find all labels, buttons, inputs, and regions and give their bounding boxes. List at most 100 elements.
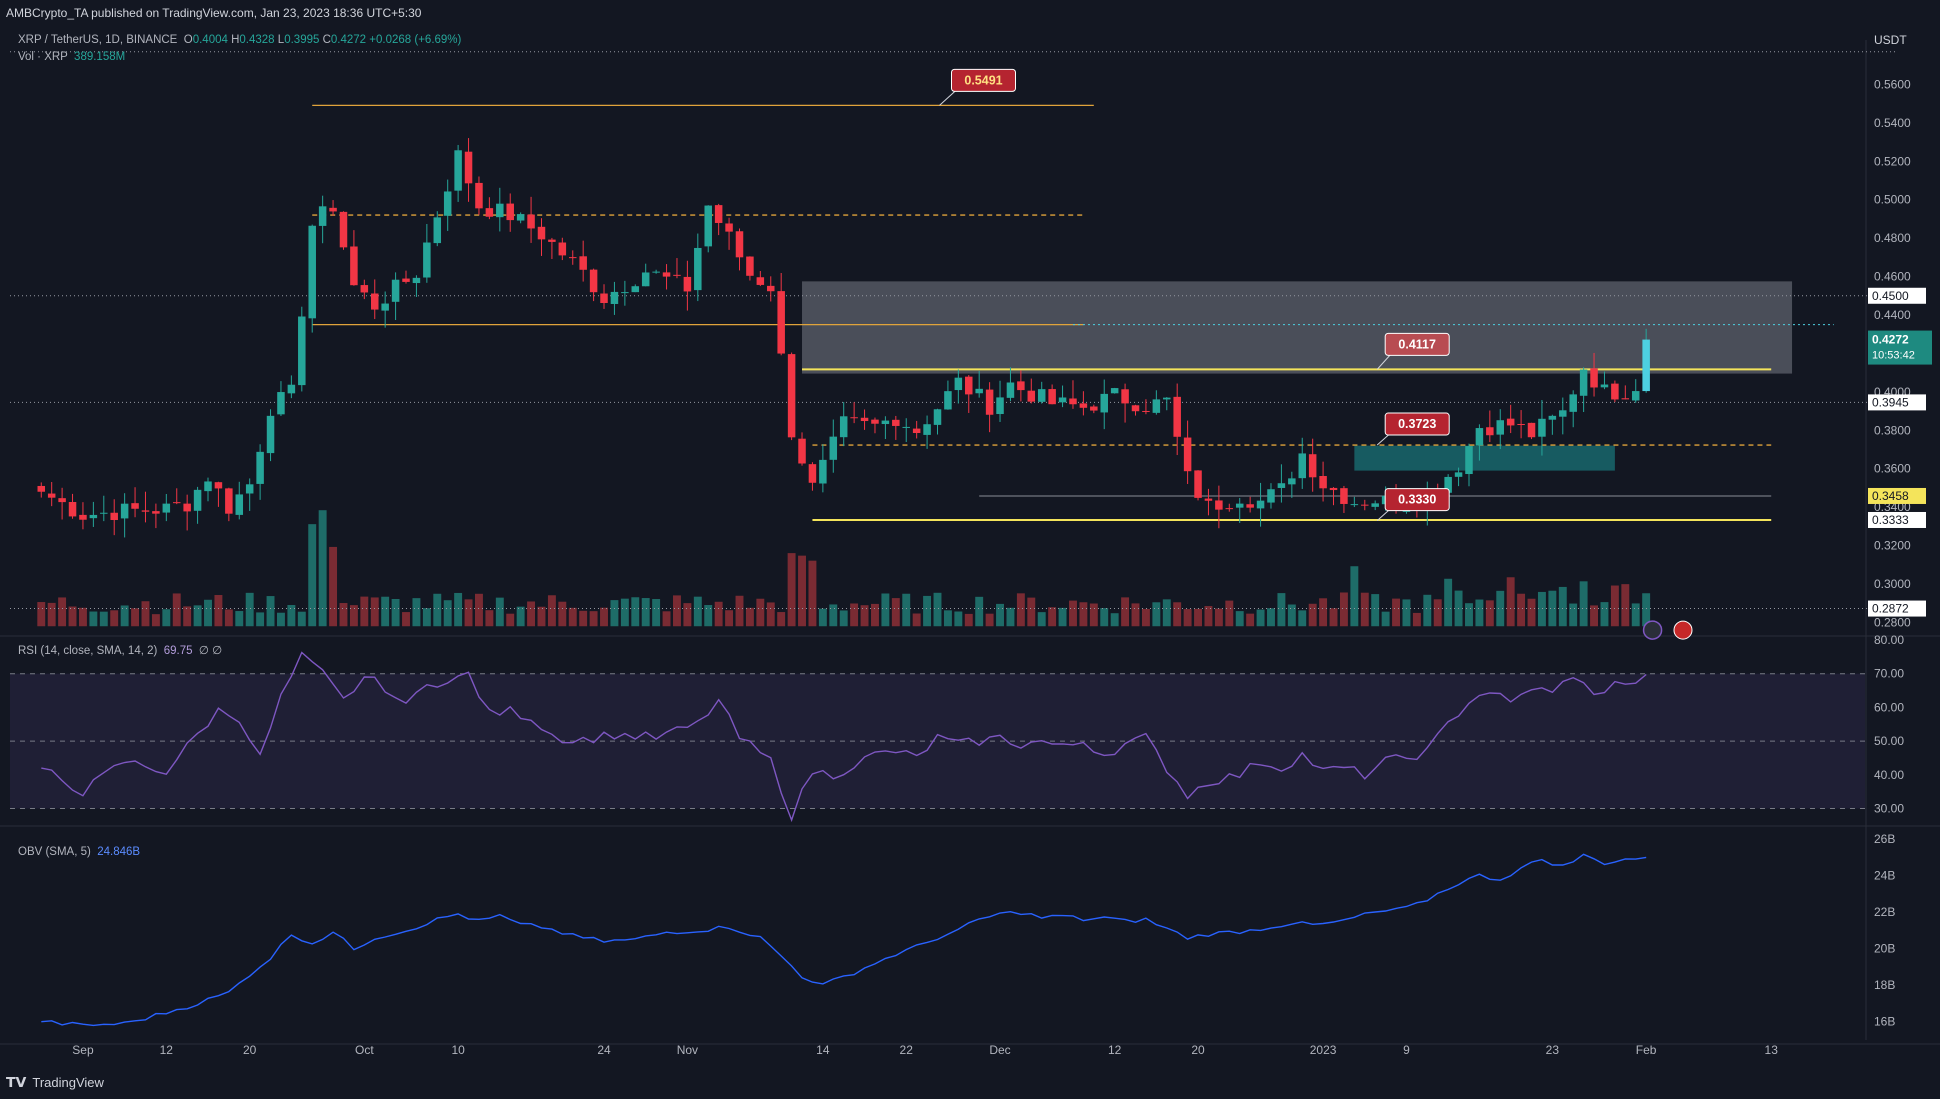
volume-bar <box>745 607 754 627</box>
obv-axis-tick: 22B <box>1874 905 1895 919</box>
candle-body <box>965 376 973 395</box>
volume-bar <box>224 609 233 627</box>
volume-bar <box>68 606 77 627</box>
x-axis-tick-label: 14 <box>816 1043 830 1057</box>
candle-body <box>527 214 535 229</box>
volume-bar <box>537 606 546 627</box>
volume-bar <box>110 610 119 627</box>
candle-body <box>996 397 1004 415</box>
volume-bar <box>1110 613 1119 627</box>
volume-bar <box>1360 592 1369 627</box>
candle-body <box>1454 472 1463 477</box>
volume-bar <box>1100 608 1109 627</box>
candle-body <box>266 415 275 454</box>
candle-body <box>725 223 733 232</box>
volume-bar <box>1621 584 1630 627</box>
price-label-box <box>1868 511 1926 528</box>
price-axis-tick: 0.2800 <box>1874 615 1911 629</box>
volume-bar <box>1423 594 1432 627</box>
candle-body <box>735 231 744 258</box>
volume-bar <box>850 603 859 627</box>
volume-bar <box>1204 606 1213 627</box>
volume-bar <box>1058 607 1067 627</box>
volume-bar <box>183 606 192 627</box>
volume-bar <box>1392 598 1400 627</box>
candle-body <box>954 377 963 391</box>
volume-bar <box>1579 581 1588 627</box>
volume-bar <box>1319 598 1328 627</box>
rsi-axis-tick: 40.00 <box>1874 768 1904 782</box>
obv-line <box>41 853 1647 1027</box>
volume-bar <box>89 611 98 627</box>
candle-body <box>1173 396 1181 437</box>
candle-body <box>1621 398 1630 400</box>
volume-bar <box>475 593 483 627</box>
volume-bar <box>902 593 911 627</box>
candle-body <box>443 191 452 216</box>
candle-body <box>1329 487 1338 491</box>
volume-bar <box>725 610 734 627</box>
candle-body <box>694 247 702 291</box>
volume-bar <box>1214 608 1223 627</box>
volume-bar <box>1173 602 1182 627</box>
candle-body <box>1288 478 1296 485</box>
volume-bar <box>297 611 306 627</box>
volume-bar <box>527 601 536 627</box>
candle-body <box>162 503 171 513</box>
volume-bar <box>266 596 275 627</box>
x-axis-tick-label: Sep <box>72 1043 94 1057</box>
x-axis-tick-label: Nov <box>677 1043 698 1057</box>
volume-bar <box>402 612 410 627</box>
x-axis-tick-label: Oct <box>355 1043 374 1057</box>
volume-bar <box>714 601 723 627</box>
candle-body <box>360 285 369 293</box>
rsi-legend[interactable]: RSI (14, close, SMA, 14, 2) 69.75 ∅ ∅ <box>18 643 222 657</box>
volume-bar <box>1225 600 1234 627</box>
candle-body <box>1569 394 1577 412</box>
volume-label: Vol · XRP <box>18 51 68 63</box>
volume-bar <box>1141 608 1150 627</box>
price-label: 0.3333 <box>1872 513 1909 527</box>
tradingview-footer[interactable]: 𝗧𝗩 TradingView <box>6 1074 104 1091</box>
obv-legend[interactable]: OBV (SMA, 5) 24.846B <box>18 846 140 858</box>
symbol-legend[interactable]: XRP / TetherUS, 1D, BINANCE O0.4004 H0.4… <box>18 34 461 46</box>
volume-legend[interactable]: Vol · XRP 389.158M <box>18 51 125 63</box>
candle-body <box>110 512 118 521</box>
volume-bar <box>704 605 713 627</box>
candle-body <box>1496 420 1505 435</box>
volume-bar <box>943 610 952 627</box>
candle-body <box>1486 427 1494 436</box>
tradingview-logo-icon: 𝗧𝗩 <box>6 1074 27 1090</box>
volume-bar <box>1600 602 1609 627</box>
candle-body <box>1267 489 1275 503</box>
price-label-box <box>1868 394 1926 411</box>
candle-body <box>1204 498 1213 501</box>
volume-bar <box>172 593 181 627</box>
annotation-box <box>951 68 1016 92</box>
ohlc-low: 0.3995 <box>284 34 320 46</box>
annotation-box <box>1384 412 1450 436</box>
candle-body <box>214 482 223 489</box>
volume-bar <box>610 600 619 627</box>
candle-body <box>350 246 358 286</box>
volume-bar <box>151 614 160 627</box>
candle-body <box>1037 389 1046 402</box>
candle-body <box>912 428 921 434</box>
candle-body <box>1183 437 1192 472</box>
volume-bar <box>641 598 650 627</box>
candle-body <box>506 203 514 221</box>
volume-bar <box>516 606 525 627</box>
candle-body <box>777 291 785 354</box>
ohlc-high-label: H <box>231 34 240 46</box>
price-axis-tick: 0.3600 <box>1874 462 1911 476</box>
volume-bar <box>131 608 140 627</box>
obv-value: 24.846B <box>97 846 141 858</box>
price-axis-tick: 0.5000 <box>1874 193 1911 207</box>
candle-body <box>391 279 400 302</box>
volume-bar <box>1631 603 1640 627</box>
ohlc-close: 0.4272 <box>330 34 367 46</box>
volume-bar <box>839 610 848 627</box>
rsi-axis-tick: 30.00 <box>1874 802 1904 816</box>
candle-body <box>152 511 160 514</box>
